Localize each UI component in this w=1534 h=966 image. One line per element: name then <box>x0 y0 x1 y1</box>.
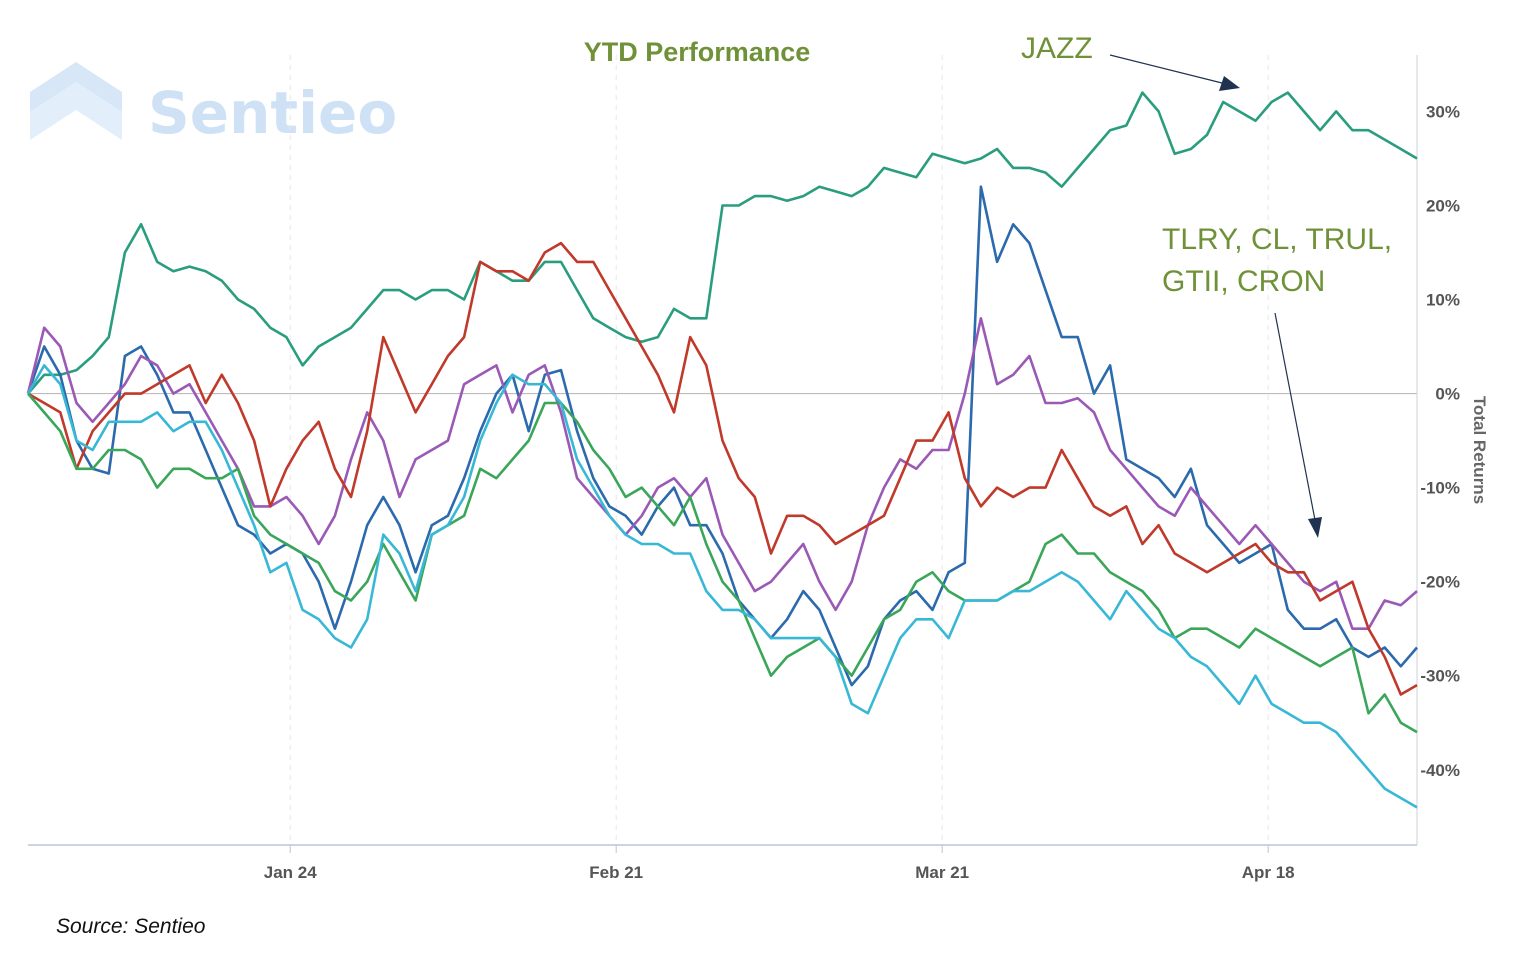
watermark: Sentieo <box>30 62 397 147</box>
source-note: Source: Sentieo <box>56 915 206 938</box>
annotation-jazz: JAZZ <box>1021 32 1093 65</box>
y-tick-label: 20% <box>1426 196 1460 215</box>
series-line-3 <box>26 316 1418 631</box>
series-line-6 <box>26 364 1418 809</box>
chevron-stack-icon <box>30 62 122 140</box>
series-line-1 <box>27 91 1418 395</box>
arrow-to-jazz <box>1109 54 1240 91</box>
series-layer <box>26 91 1418 809</box>
x-tick-label: Apr 18 <box>1242 863 1295 882</box>
y-axis-title: Total Returns <box>1470 396 1489 504</box>
annotation-group-line2: GTII, CRON <box>1162 265 1325 298</box>
chart-title: YTD Performance <box>584 37 811 67</box>
x-axis-ticks: Jan 24 Feb 21 Mar 21 Apr 18 <box>264 845 1295 882</box>
annotation-group-line1: TLRY, CL, TRUL, <box>1162 223 1392 256</box>
x-tick-label: Feb 21 <box>589 863 643 882</box>
y-tick-label: -20% <box>1420 573 1460 592</box>
chart-grid <box>28 55 1417 845</box>
arrow-to-group <box>1274 312 1322 538</box>
x-tick-label: Jan 24 <box>264 863 317 882</box>
y-tick-label: 10% <box>1426 291 1460 310</box>
series-line-4 <box>27 241 1418 696</box>
y-tick-label: 0% <box>1435 385 1460 404</box>
y-axis-ticks: 30% 20% 10% 0% -10% -20% -30% -40% <box>1420 102 1460 779</box>
y-tick-label: 30% <box>1426 102 1460 121</box>
series-line-5 <box>27 392 1418 734</box>
x-tick-label: Mar 21 <box>915 863 969 882</box>
y-tick-label: -30% <box>1420 667 1460 686</box>
y-tick-label: -10% <box>1420 479 1460 498</box>
y-tick-label: -40% <box>1420 761 1460 780</box>
watermark-text: Sentieo <box>148 79 397 147</box>
